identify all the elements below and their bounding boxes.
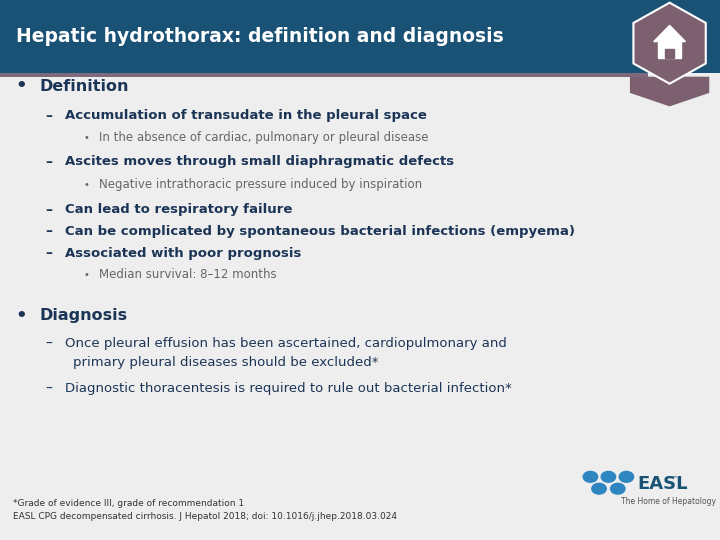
Text: Negative intrathoracic pressure induced by inspiration: Negative intrathoracic pressure induced … bbox=[99, 178, 423, 191]
Text: EASL CPG decompensated cirrhosis. J Hepatol 2018; doi: 10.1016/j.jhep.2018.03.02: EASL CPG decompensated cirrhosis. J Hepa… bbox=[13, 512, 397, 521]
Circle shape bbox=[601, 471, 616, 482]
Text: –: – bbox=[45, 382, 53, 396]
FancyBboxPatch shape bbox=[658, 42, 681, 58]
Text: –: – bbox=[45, 109, 53, 123]
Text: •: • bbox=[16, 77, 27, 96]
FancyBboxPatch shape bbox=[0, 73, 648, 77]
Circle shape bbox=[611, 483, 625, 494]
Circle shape bbox=[583, 471, 598, 482]
FancyBboxPatch shape bbox=[665, 49, 674, 58]
Text: Accumulation of transudate in the pleural space: Accumulation of transudate in the pleura… bbox=[65, 109, 427, 122]
Text: •: • bbox=[16, 307, 27, 325]
Text: In the absence of cardiac, pulmonary or pleural disease: In the absence of cardiac, pulmonary or … bbox=[99, 131, 429, 144]
Text: •: • bbox=[84, 180, 89, 190]
Text: Ascites moves through small diaphragmatic defects: Ascites moves through small diaphragmati… bbox=[65, 156, 454, 168]
Text: –: – bbox=[45, 202, 53, 217]
Text: Can lead to respiratory failure: Can lead to respiratory failure bbox=[65, 203, 292, 216]
Polygon shape bbox=[654, 25, 685, 42]
Text: primary pleural diseases should be excluded*: primary pleural diseases should be exclu… bbox=[73, 356, 379, 369]
Circle shape bbox=[592, 483, 606, 494]
Text: –: – bbox=[45, 224, 53, 238]
Text: –: – bbox=[45, 337, 53, 351]
Polygon shape bbox=[634, 3, 706, 84]
Text: •: • bbox=[84, 133, 89, 143]
Text: Hepatic hydrothorax: definition and diagnosis: Hepatic hydrothorax: definition and diag… bbox=[16, 27, 503, 46]
Text: •: • bbox=[84, 270, 89, 280]
Text: Definition: Definition bbox=[40, 79, 129, 94]
Text: EASL: EASL bbox=[637, 475, 688, 494]
Polygon shape bbox=[630, 77, 709, 106]
Text: The Home of Hepatology: The Home of Hepatology bbox=[621, 497, 716, 506]
Text: ™: ™ bbox=[671, 475, 678, 481]
Text: –: – bbox=[45, 246, 53, 260]
Circle shape bbox=[619, 471, 634, 482]
FancyBboxPatch shape bbox=[0, 0, 720, 73]
Text: *Grade of evidence III, grade of recommendation 1: *Grade of evidence III, grade of recomme… bbox=[13, 499, 244, 508]
Text: Diagnosis: Diagnosis bbox=[40, 308, 127, 323]
Text: Associated with poor prognosis: Associated with poor prognosis bbox=[65, 247, 301, 260]
Text: Can be complicated by spontaneous bacterial infections (empyema): Can be complicated by spontaneous bacter… bbox=[65, 225, 575, 238]
Text: –: – bbox=[45, 155, 53, 169]
Text: Diagnostic thoracentesis is required to rule out bacterial infection*: Diagnostic thoracentesis is required to … bbox=[65, 382, 511, 395]
Text: Once pleural effusion has been ascertained, cardiopulmonary and: Once pleural effusion has been ascertain… bbox=[65, 338, 507, 350]
Text: Median survival: 8–12 months: Median survival: 8–12 months bbox=[99, 268, 277, 281]
